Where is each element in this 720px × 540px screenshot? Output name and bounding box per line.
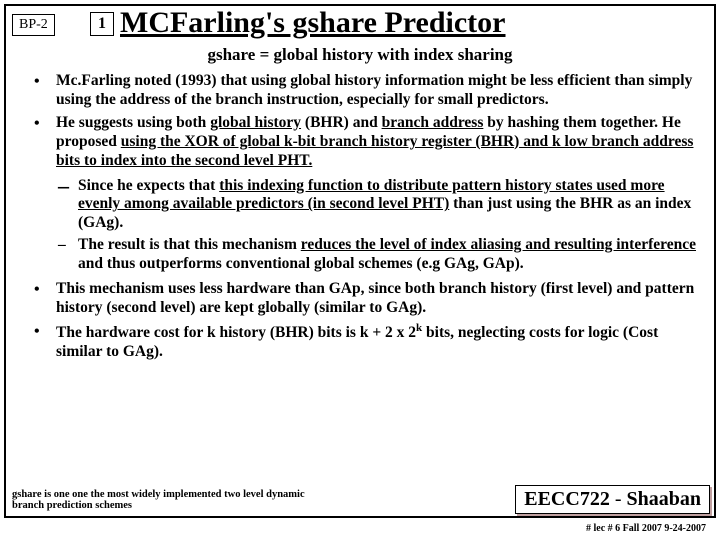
bullet-text: The hardware cost for k history (BHR) bi… bbox=[56, 324, 416, 341]
underlined-text: using the XOR of global k-bit branch his… bbox=[56, 133, 693, 169]
content-area: Mc.Farling noted (1993) that using globa… bbox=[28, 72, 700, 366]
bullet-item: He suggests using both global history (B… bbox=[28, 114, 700, 274]
bullet-text: Since he expects that bbox=[78, 177, 219, 194]
page-footer: # lec # 6 Fall 2007 9-24-2007 bbox=[586, 523, 706, 534]
underlined-text: branch address bbox=[382, 114, 484, 131]
bullet-text: This mechanism uses less hardware than G… bbox=[56, 280, 694, 316]
underlined-text: reduces the level of index aliasing and … bbox=[301, 236, 696, 253]
bullet-text: The result is that this mechanism bbox=[78, 236, 301, 253]
slide-subtitle: gshare = global history with index shari… bbox=[0, 45, 720, 65]
bullet-text: He suggests using both bbox=[56, 114, 210, 131]
course-code: EECC722 bbox=[524, 488, 615, 510]
dash: - bbox=[615, 488, 622, 510]
slide-title: MCFarling's gshare Predictor bbox=[120, 6, 506, 40]
bullet-text: Mc.Farling noted (1993) that using globa… bbox=[56, 72, 692, 108]
page-number-box: 1 bbox=[90, 12, 114, 36]
bullet-item: This mechanism uses less hardware than G… bbox=[28, 280, 700, 318]
bullet-item: Mc.Farling noted (1993) that using globa… bbox=[28, 72, 700, 110]
instructor-name: Shaaban bbox=[622, 488, 702, 510]
underlined-text: global history bbox=[210, 114, 301, 131]
course-box: EECC722 - Shaaban bbox=[515, 485, 710, 514]
bp-label: BP-2 bbox=[12, 14, 55, 36]
bullet-item: The hardware cost for k history (BHR) bi… bbox=[28, 322, 700, 362]
sublist: Since he expects that this indexing func… bbox=[56, 177, 700, 275]
footnote: gshare is one one the most widely implem… bbox=[12, 489, 307, 512]
sub-bullet-item: The result is that this mechanism reduce… bbox=[56, 236, 700, 274]
sub-bullet-item: Since he expects that this indexing func… bbox=[56, 177, 700, 234]
bullet-text: (BHR) and bbox=[301, 114, 382, 131]
bullet-text: and thus outperforms conventional global… bbox=[78, 255, 524, 272]
